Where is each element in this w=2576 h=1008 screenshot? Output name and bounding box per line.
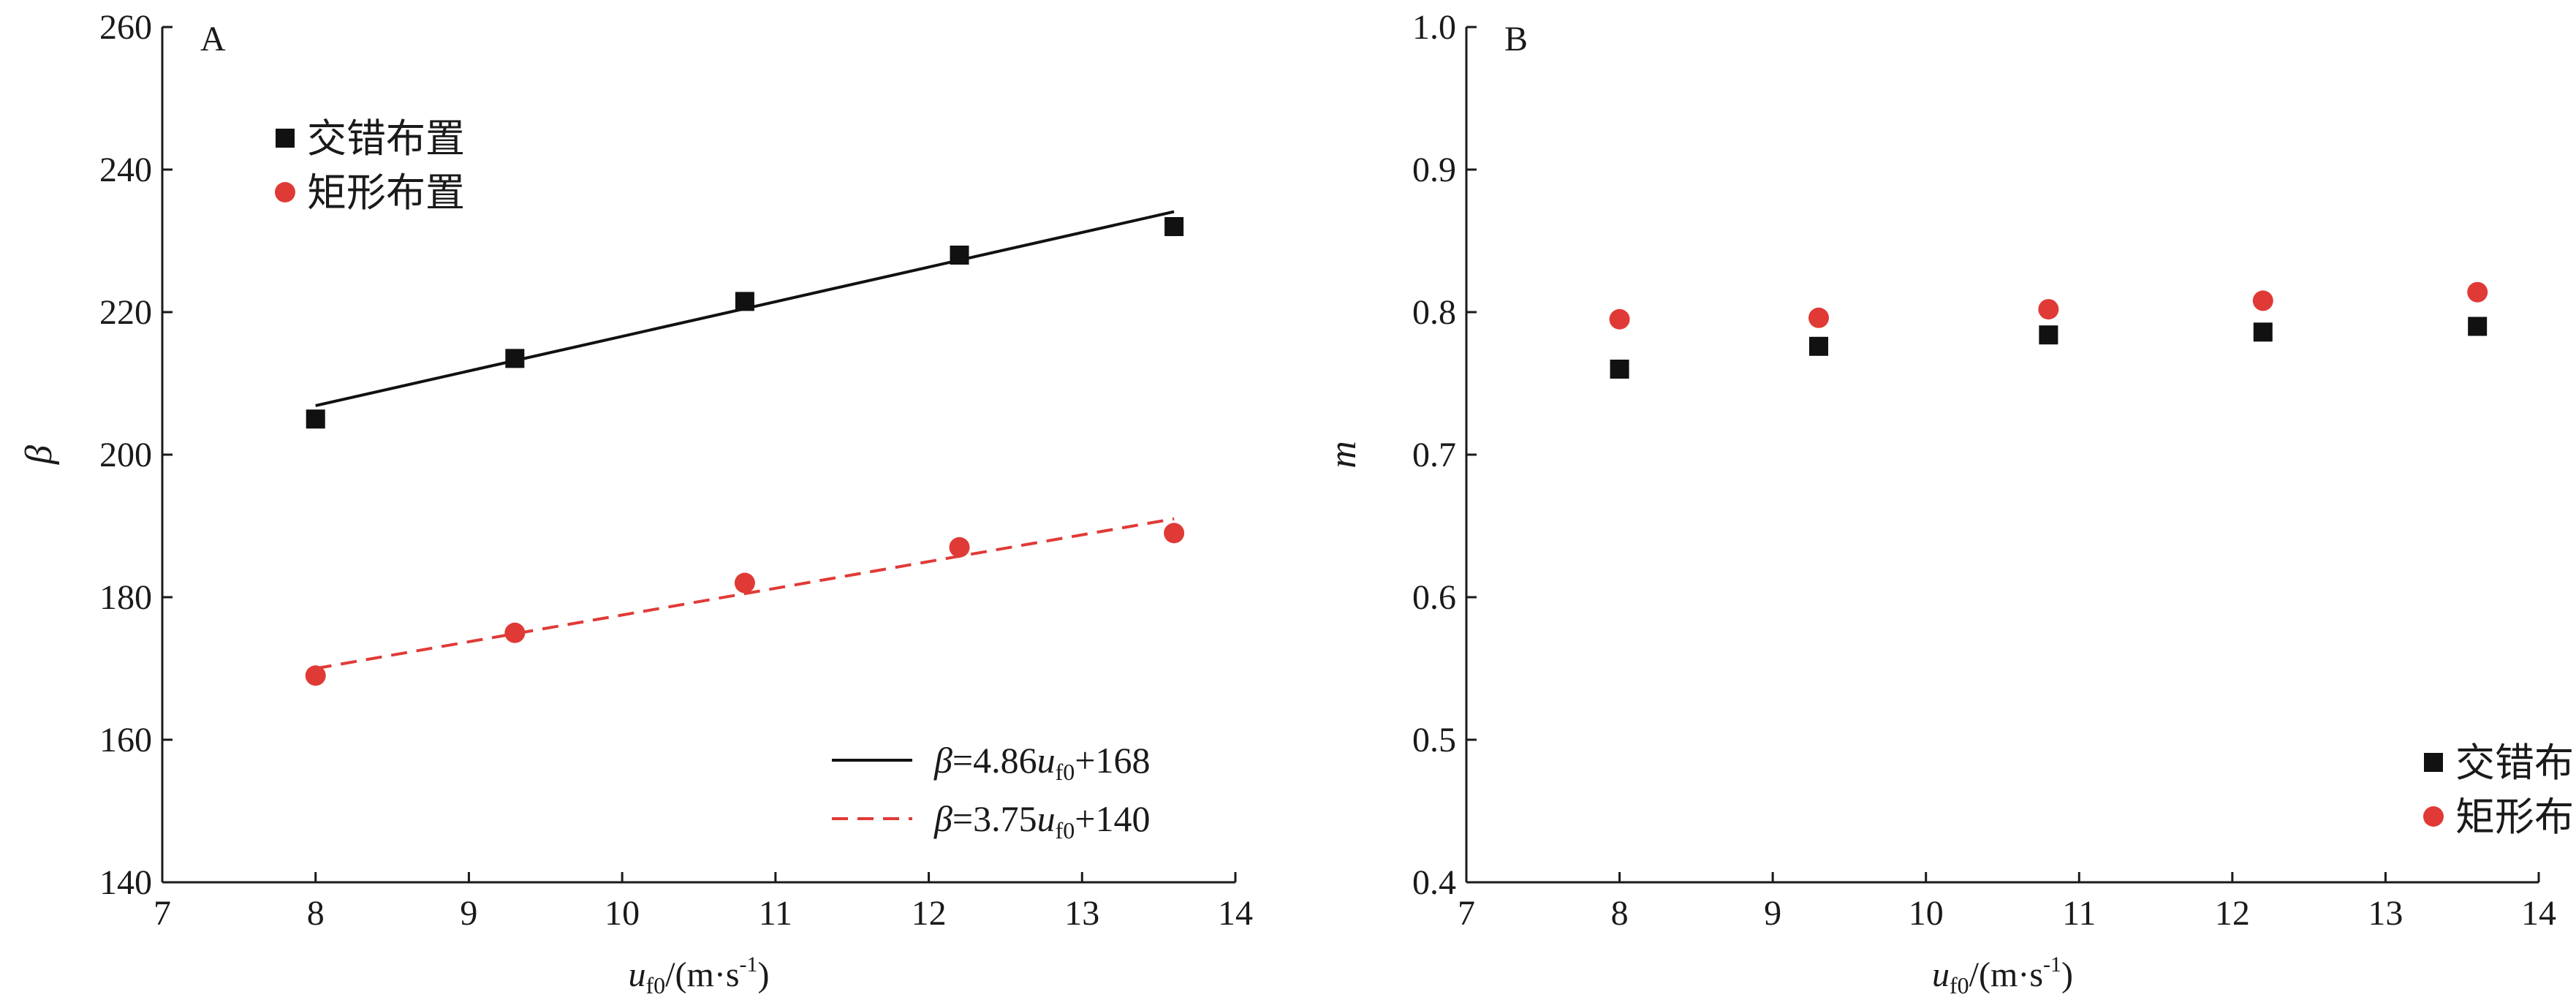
fit-label-rest: +168 [1075, 740, 1150, 781]
x-axis-label-sub: f0 [1950, 972, 1969, 998]
x-axis-label-close: ) [758, 955, 770, 994]
data-point [306, 409, 325, 429]
y-tick-label: 240 [99, 151, 152, 189]
data-point [735, 292, 754, 311]
data-point [1808, 307, 1830, 328]
y-tick-label: 260 [99, 8, 152, 47]
fit-label-rest: +140 [1075, 798, 1150, 839]
data-point [2039, 325, 2058, 345]
x-tick-label: 7 [154, 894, 171, 933]
fit-label-var: u [1037, 740, 1056, 781]
series-2 [1609, 281, 2488, 330]
data-point [2038, 299, 2059, 320]
legend-marker [2424, 753, 2443, 772]
data-point [949, 537, 970, 558]
x-tick-label: 14 [1218, 894, 1253, 933]
x-axis-label-close: ) [2061, 955, 2073, 994]
x-axis-label: uf0/(m·s-1) [629, 952, 770, 998]
series-2 [305, 523, 1185, 686]
data-point [1809, 336, 1829, 356]
x-axis-label-unit: /(m·s [665, 955, 739, 994]
fit-label-var: u [1037, 798, 1056, 839]
data-point [305, 665, 326, 686]
x-tick-label: 9 [460, 894, 477, 933]
y-tick-label: 0.7 [1412, 436, 1456, 474]
x-tick-label: 8 [307, 894, 325, 933]
x-tick-label: 10 [1909, 894, 1944, 933]
x-tick-label: 13 [1064, 894, 1099, 933]
fit-label-eq: =4.86 [952, 740, 1037, 781]
x-axis-label-sup: -1 [2043, 952, 2061, 977]
x-tick-label: 11 [759, 894, 792, 933]
x-axis-label-var: u [1932, 955, 1950, 994]
x-axis-label-sub: f0 [646, 972, 666, 998]
y-tick-label: 180 [99, 578, 152, 617]
legend-label: 交错布置 [307, 115, 465, 162]
x-tick-label: 13 [2368, 894, 2403, 933]
x-axis-label-unit: /(m·s [1969, 955, 2043, 994]
panel-label: A [200, 20, 226, 58]
data-point [2252, 290, 2273, 311]
y-tick-label: 200 [99, 436, 152, 474]
legend-label: 矩形布置 [2455, 794, 2576, 840]
series-1 [1610, 317, 2488, 379]
data-point [1164, 523, 1185, 544]
data-point [504, 622, 526, 643]
y-tick-label: 0.8 [1412, 293, 1456, 332]
y-axis-label: β [18, 445, 60, 465]
fit-label-lhs: β [933, 740, 952, 781]
x-tick-label: 7 [1458, 894, 1475, 933]
y-axis-label: m [1322, 441, 1364, 469]
legend-marker [2423, 806, 2444, 827]
chart-panel-b: 7 8 9 10 11 12 13 14 0.4 0.5 0.6 0.7 0.8 0.9 1.0 Buf0/(… [1322, 8, 2576, 998]
series-1 [306, 217, 1184, 429]
y-tick-label: 0.5 [1412, 721, 1456, 759]
x-tick-label: 11 [2062, 894, 2096, 933]
x-tick-label: 12 [912, 894, 947, 933]
data-point [2253, 322, 2273, 342]
fit-label-eq: =3.75 [952, 798, 1037, 839]
data-point [1610, 360, 1629, 379]
y-tick-label: 220 [99, 293, 152, 332]
legend-label: 矩形布置 [307, 170, 465, 216]
fit-label-sub: f0 [1056, 759, 1075, 785]
y-tick-label: 0.9 [1412, 151, 1456, 189]
fit-legend-label: β=4.86uf0+168 [933, 740, 1150, 785]
x-tick-label: 9 [1764, 894, 1781, 933]
fit-label-sub: f0 [1056, 817, 1075, 844]
x-tick-label: 14 [2521, 894, 2556, 933]
data-point [1609, 308, 1630, 330]
y-tick-label: 160 [99, 721, 152, 759]
x-axis-label-sup: -1 [740, 952, 758, 977]
x-tick-label: 10 [605, 894, 640, 933]
fit-legend-label: β=3.75uf0+140 [933, 798, 1150, 844]
data-point [1164, 217, 1184, 236]
x-tick-label: 12 [2215, 894, 2250, 933]
panel-label: B [1504, 20, 1528, 58]
y-tick-label: 1.0 [1412, 8, 1456, 47]
data-point [505, 349, 525, 368]
data-point [2467, 281, 2488, 303]
data-point [950, 246, 969, 265]
data-point [734, 572, 755, 594]
y-tick-label: 0.4 [1412, 863, 1456, 902]
data-point [2468, 317, 2488, 336]
fit-label-lhs: β [933, 798, 952, 839]
y-tick-label: 140 [99, 863, 152, 902]
legend-label: 交错布置 [2455, 740, 2576, 786]
legend-marker [275, 182, 295, 202]
x-axis-label-var: u [629, 955, 646, 994]
x-tick-label: 8 [1611, 894, 1629, 933]
y-tick-label: 0.6 [1412, 578, 1456, 617]
fit-line-2 [315, 517, 1175, 670]
legend-marker [276, 129, 295, 148]
x-axis-label: uf0/(m·s-1) [1932, 952, 2073, 998]
